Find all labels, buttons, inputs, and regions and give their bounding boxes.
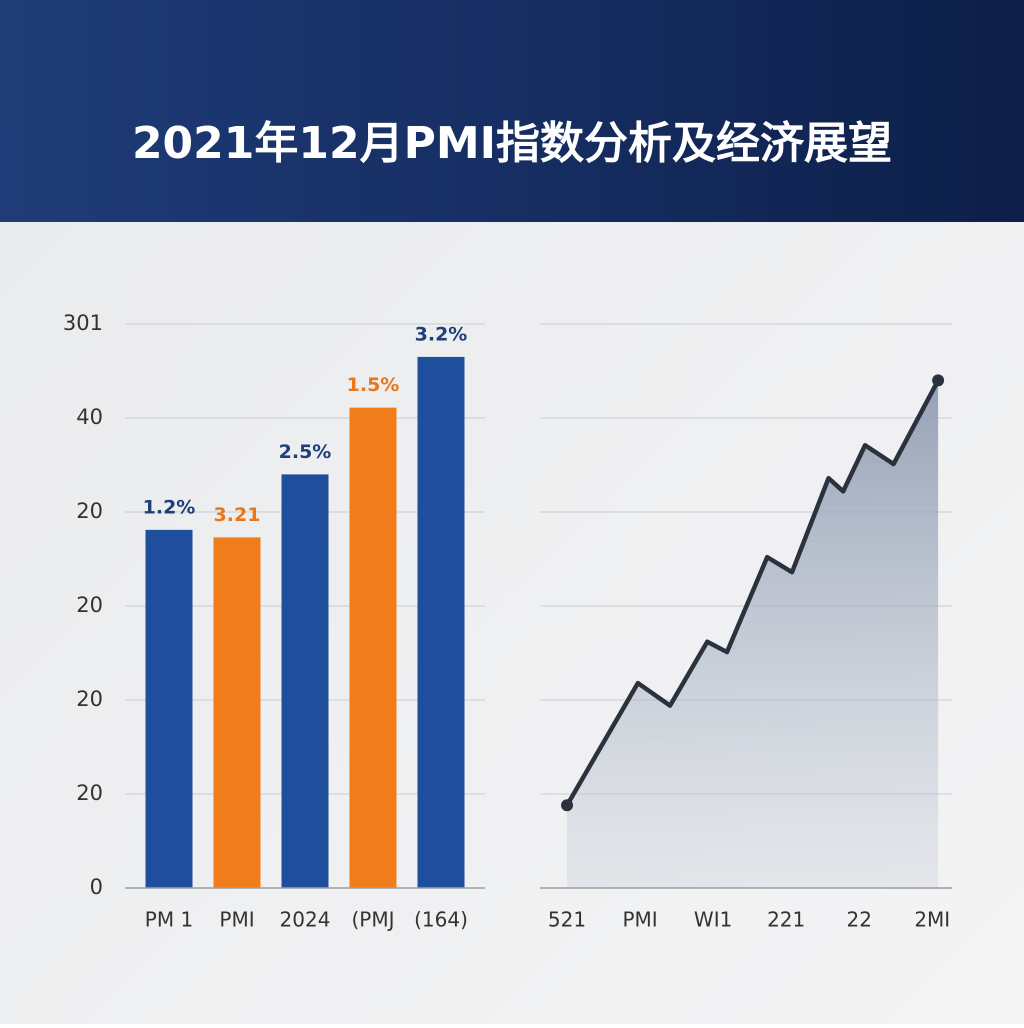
header	[0, 0, 1024, 222]
y-tick-label: 301	[63, 311, 103, 335]
x-tick-label: 22	[847, 908, 872, 932]
x-tick-label: 2MI	[914, 908, 950, 932]
area-fill	[567, 380, 939, 888]
y-tick-label: 40	[76, 405, 103, 429]
x-tick-label: PM 1	[145, 908, 193, 932]
bar	[281, 474, 329, 888]
x-tick-label: 2024	[280, 908, 331, 932]
x-tick-label: PMI	[622, 908, 657, 932]
y-tick-label: 0	[90, 875, 103, 899]
x-tick-label: (164)	[414, 908, 468, 932]
bar	[145, 529, 193, 888]
x-tick-label: (PMJ	[351, 908, 394, 932]
bar	[349, 407, 397, 888]
line	[565, 379, 941, 807]
y-tick-label: 20	[76, 687, 103, 711]
bar-annotation: 1.2%	[143, 496, 196, 518]
bar-annotation: 2.5%	[279, 441, 332, 463]
y-tick-label: 20	[76, 499, 103, 523]
y-tick-label: 20	[76, 781, 103, 805]
end-point	[932, 374, 945, 387]
bar-annotation: 3.2%	[415, 323, 468, 345]
x-tick-label: 221	[767, 908, 805, 932]
bar-annotation: 3.21	[214, 504, 261, 526]
x-tick-label: 521	[548, 908, 586, 932]
y-tick-label: 20	[76, 593, 103, 617]
end-point	[561, 799, 574, 812]
x-tick-label: WI1	[694, 908, 732, 932]
x-tick-label: PMI	[219, 908, 254, 932]
bar-annotation: 1.5%	[347, 374, 400, 396]
bar	[417, 356, 465, 888]
bar	[213, 537, 261, 888]
chart-title: 2021年12月PMI指数分析及经济展望	[132, 118, 892, 169]
